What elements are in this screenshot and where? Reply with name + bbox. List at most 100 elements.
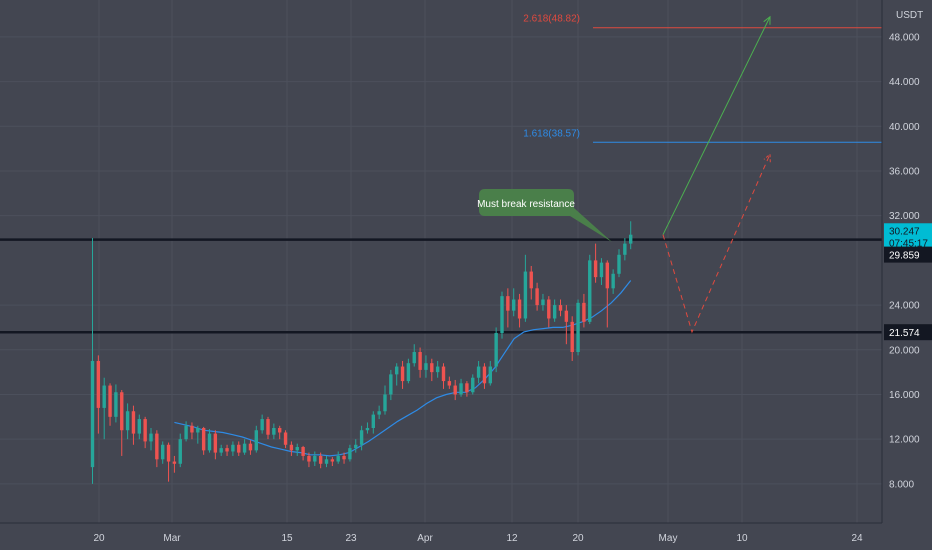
x-axis-ticks[interactable]: 20 Mar 15 23 Apr 12 20 May 10 24 bbox=[93, 533, 863, 544]
candle[interactable] bbox=[342, 452, 346, 464]
candle[interactable] bbox=[196, 425, 200, 444]
retest-projection-arrow[interactable] bbox=[662, 154, 771, 334]
candle[interactable] bbox=[570, 316, 574, 361]
candle[interactable] bbox=[465, 381, 469, 397]
candle[interactable] bbox=[242, 439, 247, 455]
candle[interactable] bbox=[476, 360, 481, 384]
candle[interactable] bbox=[383, 385, 387, 415]
candle[interactable] bbox=[301, 445, 305, 461]
candle[interactable] bbox=[482, 363, 487, 389]
candle[interactable] bbox=[365, 422, 370, 434]
candle[interactable] bbox=[418, 347, 422, 378]
candle[interactable] bbox=[354, 439, 358, 453]
candle[interactable] bbox=[225, 444, 229, 456]
candle[interactable] bbox=[172, 455, 177, 473]
candle[interactable] bbox=[494, 327, 498, 373]
candle[interactable] bbox=[178, 433, 182, 468]
candle[interactable] bbox=[143, 416, 147, 449]
candle[interactable] bbox=[593, 243, 598, 283]
candle[interactable] bbox=[324, 455, 329, 468]
candle[interactable] bbox=[605, 260, 609, 328]
candle[interactable] bbox=[535, 282, 539, 311]
candle[interactable] bbox=[213, 430, 218, 460]
candle[interactable] bbox=[348, 444, 352, 462]
candle[interactable] bbox=[137, 414, 141, 440]
candle[interactable] bbox=[161, 441, 165, 464]
candle[interactable] bbox=[471, 374, 475, 395]
candle[interactable] bbox=[307, 452, 311, 468]
horizontal-levels[interactable] bbox=[0, 238, 882, 334]
candle[interactable] bbox=[283, 430, 288, 449]
candle[interactable] bbox=[207, 429, 212, 453]
candle[interactable] bbox=[190, 422, 194, 440]
candle[interactable] bbox=[623, 238, 627, 261]
candle[interactable] bbox=[541, 293, 545, 311]
candle[interactable] bbox=[517, 293, 522, 328]
candle[interactable] bbox=[400, 360, 405, 389]
candle[interactable] bbox=[295, 443, 299, 456]
candle[interactable] bbox=[131, 405, 136, 445]
candle[interactable] bbox=[149, 428, 153, 451]
candle[interactable] bbox=[512, 288, 516, 317]
candle[interactable] bbox=[359, 425, 364, 451]
candle[interactable] bbox=[96, 355, 101, 434]
candle[interactable] bbox=[459, 378, 463, 397]
candle[interactable] bbox=[237, 441, 241, 456]
candle[interactable] bbox=[120, 390, 124, 456]
candle[interactable] bbox=[377, 405, 381, 420]
price-axis-background[interactable] bbox=[882, 0, 932, 550]
candle[interactable] bbox=[114, 384, 118, 423]
candle[interactable] bbox=[547, 296, 551, 328]
candle[interactable] bbox=[611, 269, 615, 294]
candle[interactable] bbox=[435, 360, 440, 378]
candle[interactable] bbox=[552, 299, 557, 322]
candle[interactable] bbox=[231, 441, 235, 456]
candle[interactable] bbox=[412, 344, 416, 367]
candle[interactable] bbox=[564, 305, 569, 345]
candle[interactable] bbox=[506, 288, 510, 328]
candle[interactable] bbox=[558, 299, 563, 317]
candle[interactable] bbox=[260, 414, 264, 434]
candle[interactable] bbox=[201, 426, 206, 455]
candle[interactable] bbox=[424, 355, 428, 378]
candle[interactable] bbox=[389, 369, 393, 401]
candle[interactable] bbox=[406, 358, 411, 384]
candle[interactable] bbox=[441, 363, 446, 389]
fib-levels[interactable]: 2.618(48.82) 1.618(38.57) bbox=[523, 14, 882, 143]
candle[interactable] bbox=[330, 457, 335, 467]
candle[interactable] bbox=[395, 363, 399, 386]
candle[interactable] bbox=[313, 451, 317, 467]
candle[interactable] bbox=[102, 377, 106, 440]
projection-arrows[interactable] bbox=[662, 15, 771, 334]
candle[interactable] bbox=[500, 291, 504, 339]
candle[interactable] bbox=[155, 430, 159, 468]
candle[interactable] bbox=[278, 425, 282, 440]
candle[interactable] bbox=[289, 441, 294, 456]
candle[interactable] bbox=[125, 403, 130, 440]
candle[interactable] bbox=[248, 440, 253, 455]
candle[interactable] bbox=[529, 265, 533, 300]
candles[interactable] bbox=[90, 221, 633, 484]
candle[interactable] bbox=[576, 299, 580, 356]
candle[interactable] bbox=[184, 421, 188, 442]
annotation-bubble[interactable] bbox=[479, 189, 612, 242]
candle[interactable] bbox=[582, 293, 586, 328]
candle[interactable] bbox=[318, 452, 323, 469]
candle[interactable] bbox=[254, 425, 258, 453]
candle[interactable] bbox=[336, 451, 340, 464]
candle[interactable] bbox=[523, 254, 528, 322]
candle[interactable] bbox=[447, 376, 452, 389]
candle[interactable] bbox=[272, 423, 276, 440]
candle[interactable] bbox=[266, 416, 270, 440]
candle[interactable] bbox=[488, 360, 492, 386]
candle[interactable] bbox=[617, 249, 621, 278]
candle[interactable] bbox=[588, 254, 592, 325]
candle[interactable] bbox=[453, 379, 457, 401]
candle[interactable] bbox=[219, 444, 223, 456]
bullish-projection-arrow[interactable] bbox=[662, 16, 771, 235]
candle[interactable] bbox=[599, 258, 604, 285]
candle[interactable] bbox=[629, 221, 633, 250]
candle[interactable] bbox=[371, 411, 375, 434]
candle[interactable] bbox=[90, 238, 95, 484]
